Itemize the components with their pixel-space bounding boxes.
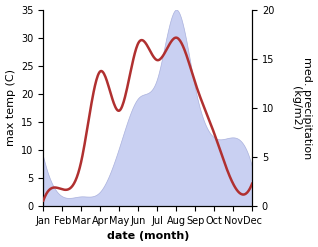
- Y-axis label: max temp (C): max temp (C): [5, 69, 16, 146]
- X-axis label: date (month): date (month): [107, 231, 189, 242]
- Y-axis label: med. precipitation
(kg/m2): med. precipitation (kg/m2): [291, 57, 313, 159]
